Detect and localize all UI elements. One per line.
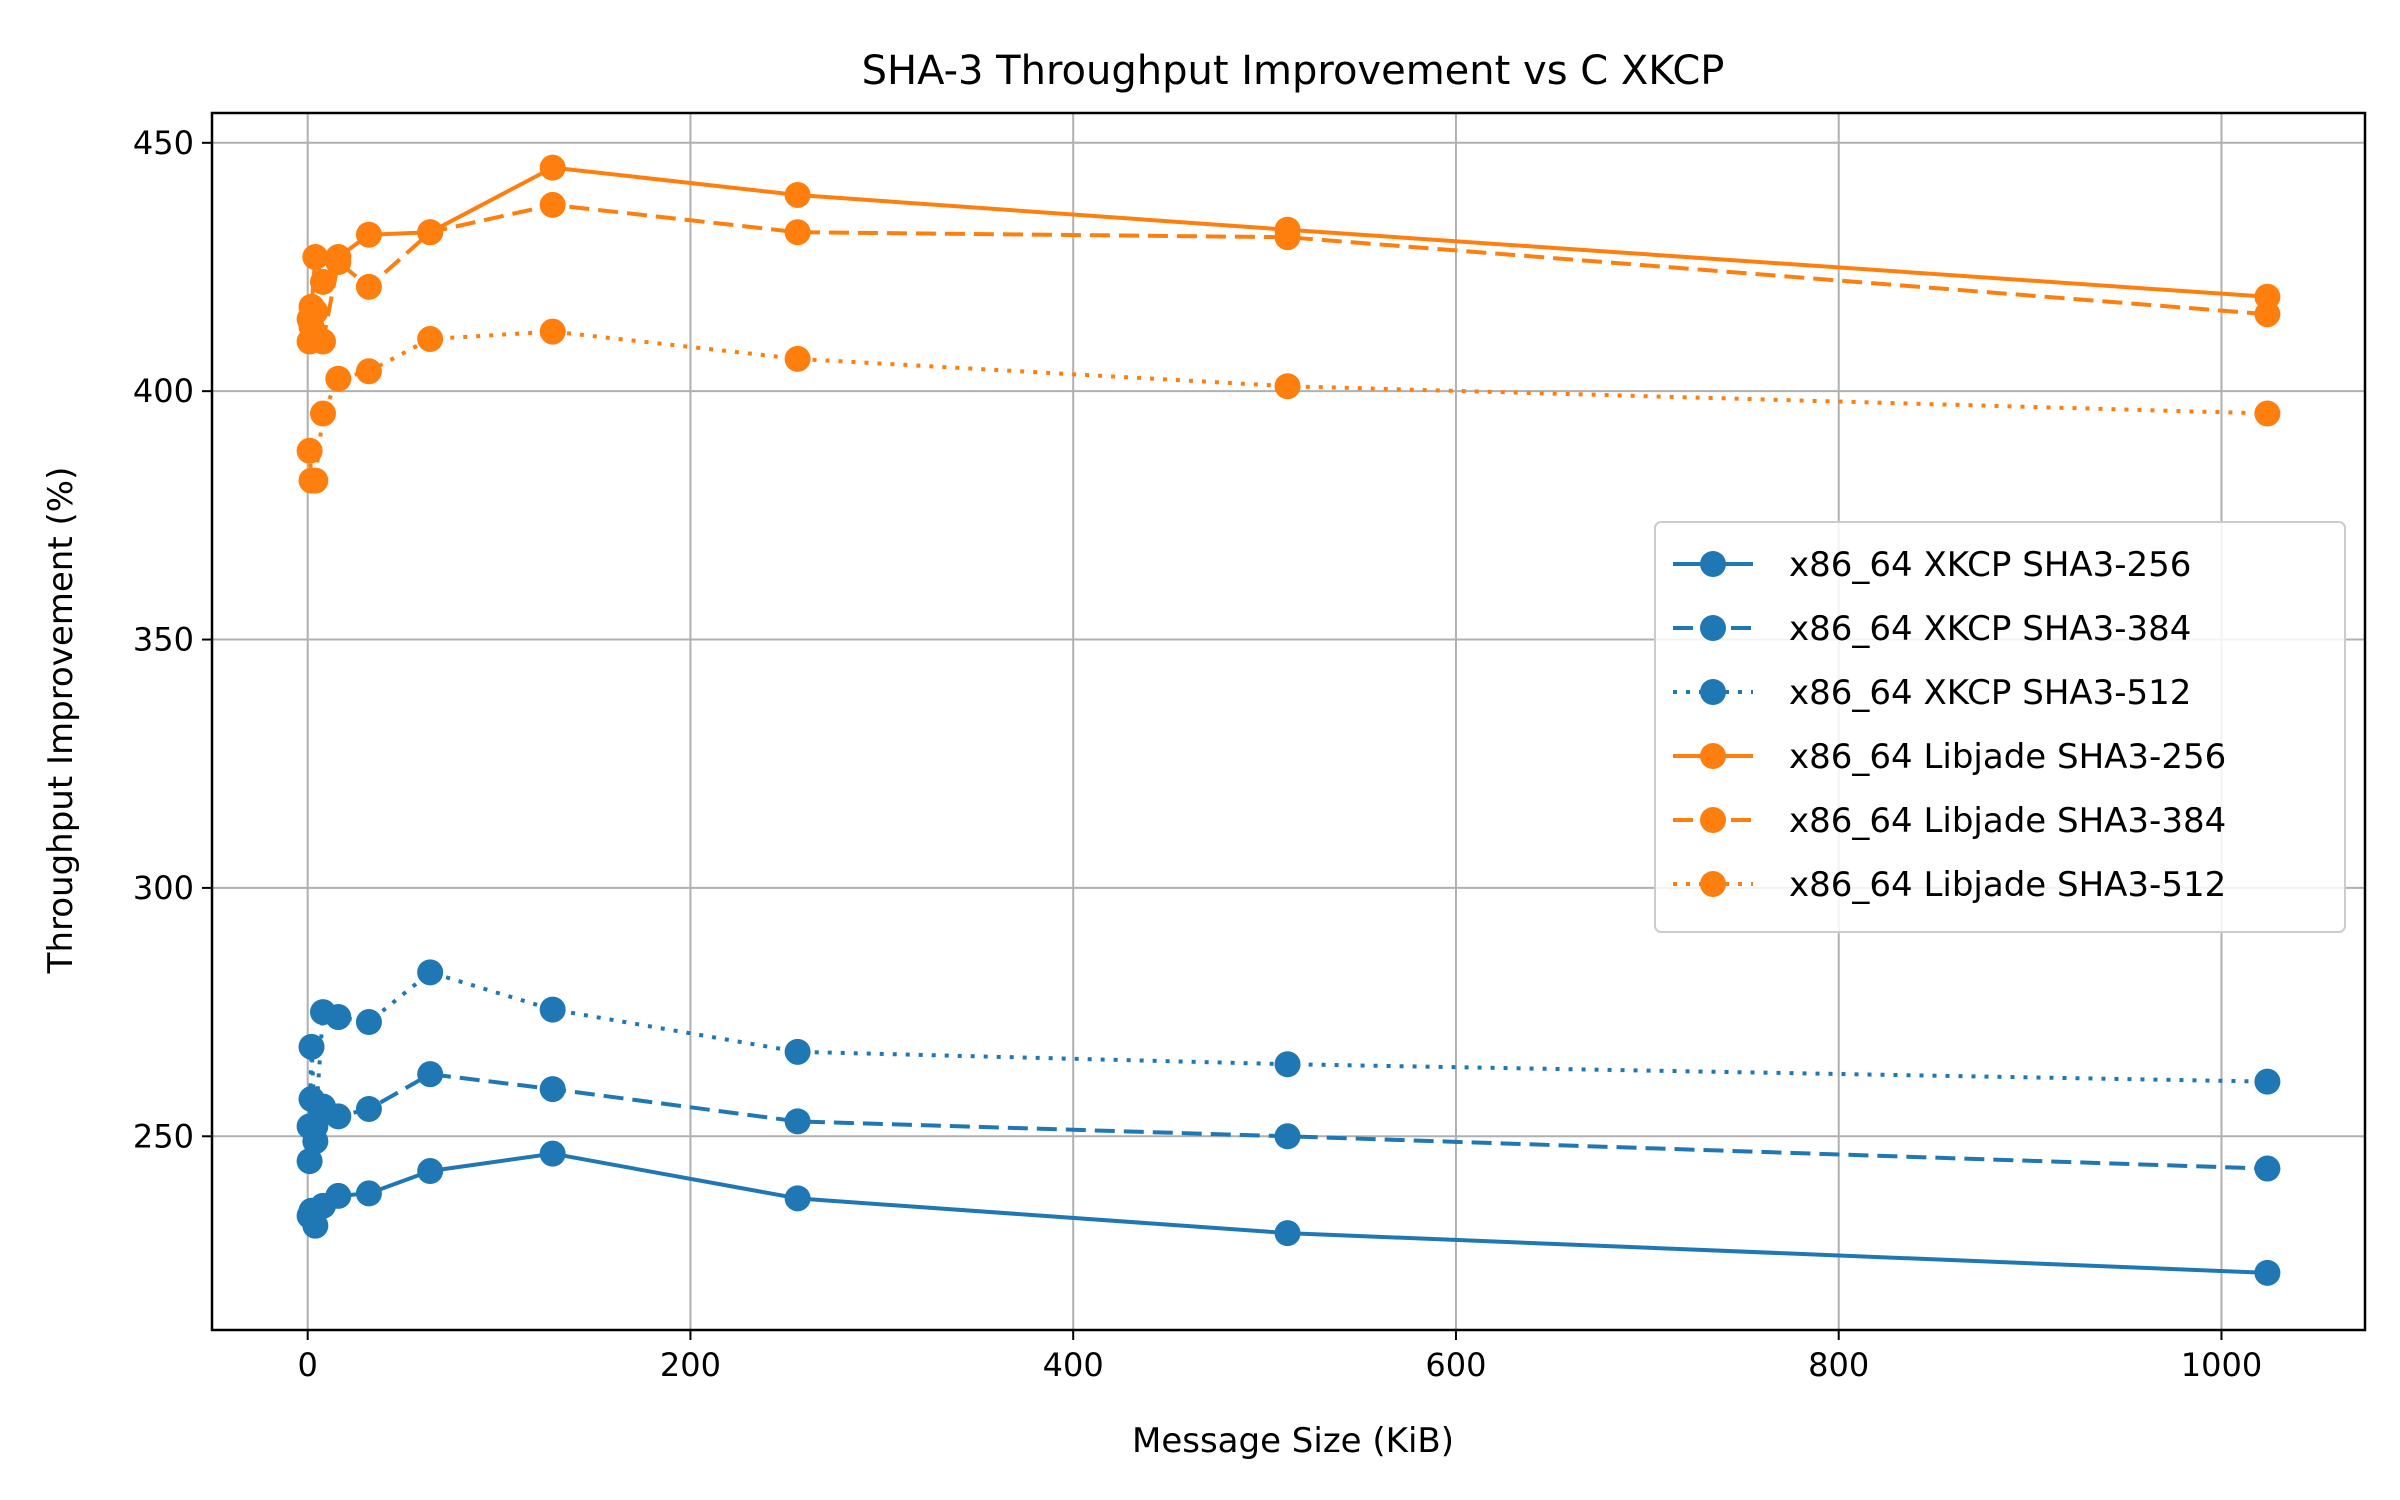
data-point [325, 365, 352, 392]
legend-item: x86_64 XKCP SHA3-384 [1673, 609, 2191, 649]
legend-marker [1700, 615, 1726, 641]
legend-marker [1700, 807, 1726, 833]
data-point [302, 298, 329, 325]
plot-frame [210, 111, 2367, 1332]
data-point [355, 358, 382, 385]
y-tick-label: 350 [133, 621, 194, 659]
chart-title: SHA-3 Throughput Improvement vs C XKCP [862, 48, 1725, 94]
legend-label: x86_64 XKCP SHA3-384 [1789, 609, 2191, 649]
legend-marker [1700, 679, 1726, 705]
y-tick-label: 450 [133, 124, 194, 162]
data-point [539, 1076, 566, 1103]
legend-marker [1700, 551, 1726, 577]
data-point [539, 191, 566, 218]
series-line [307, 970, 2268, 1129]
data-point [355, 273, 382, 300]
data-point [302, 1113, 329, 1140]
data-point [784, 345, 811, 372]
series-5 [296, 191, 2281, 355]
legend-item: x86_64 Libjade SHA3-256 [1673, 737, 2226, 777]
legend-label: x86_64 XKCP SHA3-256 [1789, 545, 2191, 585]
data-point [539, 1140, 566, 1167]
data-point [417, 219, 444, 246]
x-tick-label: 400 [1043, 1346, 1104, 1384]
data-point [355, 1009, 382, 1036]
x-tick-label: 0 [298, 1346, 318, 1384]
data-point [1274, 373, 1301, 400]
data-point [309, 268, 336, 295]
data-point [417, 959, 444, 986]
x-tick-label: 800 [1808, 1346, 1869, 1384]
y-tick-label: 400 [133, 372, 194, 410]
data-point [1274, 224, 1301, 251]
data-point [2254, 1155, 2281, 1182]
data-point [784, 181, 811, 208]
data-point [417, 326, 444, 353]
data-point [325, 1004, 352, 1031]
data-point [1274, 1220, 1301, 1247]
data-point [539, 996, 566, 1023]
x-axis-label: Message Size (KiB) [1132, 1421, 1454, 1461]
legend-box [1654, 521, 2346, 933]
data-point [1274, 1123, 1301, 1150]
data-point [309, 400, 336, 427]
data-point [2254, 1259, 2281, 1286]
data-point [417, 1061, 444, 1088]
y-axis-label: Throughput Improvement (%) [41, 467, 81, 975]
legend-item: x86_64 XKCP SHA3-256 [1673, 545, 2191, 585]
legend-label: x86_64 Libjade SHA3-256 [1789, 737, 2226, 777]
series-6 [296, 318, 2281, 494]
data-point [325, 1182, 352, 1209]
legend-label: x86_64 Libjade SHA3-512 [1789, 865, 2226, 905]
legend-marker [1700, 871, 1726, 897]
data-point [539, 318, 566, 345]
series-1 [296, 1140, 2281, 1286]
data-point [784, 219, 811, 246]
legend-marker [1700, 743, 1726, 769]
legend: x86_64 XKCP SHA3-256 x86_64 XKCP SHA3-384… [1654, 521, 2346, 933]
series-layer [296, 154, 2281, 1286]
data-point [309, 328, 336, 355]
data-point [355, 1095, 382, 1122]
data-point [296, 1148, 323, 1175]
y-tick-label: 300 [133, 869, 194, 907]
data-point [355, 1180, 382, 1207]
data-point [325, 1103, 352, 1130]
data-point [302, 244, 329, 271]
x-tick-label: 600 [1425, 1346, 1486, 1384]
data-point [325, 249, 352, 276]
data-point [2254, 301, 2281, 328]
data-point [296, 437, 323, 464]
axis-ticks: 0 200 400 600 800 1000 250 300 350 400 450 [133, 124, 2262, 1384]
series-3 [296, 959, 2281, 1140]
legend-item: x86_64 Libjade SHA3-384 [1673, 801, 2226, 841]
data-point [2254, 1068, 2281, 1095]
legend-item: x86_64 Libjade SHA3-512 [1673, 865, 2226, 905]
data-point [784, 1185, 811, 1212]
y-tick-label: 250 [133, 1117, 194, 1155]
data-point [784, 1108, 811, 1135]
legend-label: x86_64 XKCP SHA3-512 [1789, 673, 2191, 713]
data-point [355, 221, 382, 248]
x-tick-label: 1000 [2181, 1346, 2262, 1384]
data-point [298, 1033, 325, 1060]
data-point [302, 467, 329, 494]
data-point [302, 1212, 329, 1239]
data-point [2254, 400, 2281, 427]
legend-item: x86_64 XKCP SHA3-512 [1673, 673, 2191, 713]
x-tick-label: 200 [660, 1346, 721, 1384]
data-point [1274, 1051, 1301, 1078]
data-point [539, 154, 566, 181]
data-point [784, 1038, 811, 1065]
data-point [417, 1158, 444, 1185]
legend-label: x86_64 Libjade SHA3-384 [1789, 801, 2226, 841]
